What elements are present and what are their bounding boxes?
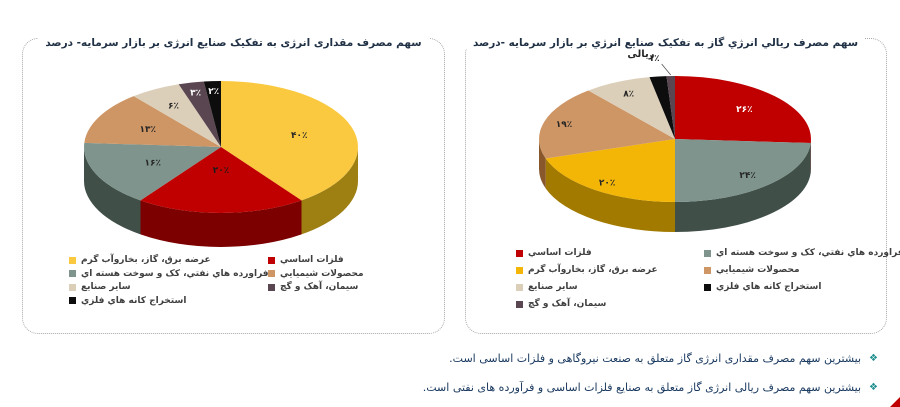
legend-label: فراورده هاي نفتي، کک و سوخت هسته اي [716, 248, 900, 258]
legend-swatch-icon [69, 270, 76, 277]
pie-slice [539, 90, 675, 159]
diamond-bullet-icon: ❖ [869, 352, 878, 364]
legend-label: استخراج کانه هاي فلزي [716, 282, 822, 292]
pie-slice [588, 77, 675, 139]
pie-slice [133, 84, 221, 147]
pie-value-label: ۳٪ [190, 88, 201, 98]
diamond-bullet-icon: ❖ [869, 381, 878, 393]
quantity-chart-legend: فلزات اساسي محصولات شیمیایي سیمان، آهک و گ… [23, 39, 444, 333]
series-label: ریالی [627, 49, 655, 60]
legend-swatch-icon [268, 256, 275, 264]
legend-swatch-icon [516, 283, 523, 291]
legend-swatch-icon [69, 256, 76, 264]
legend-item: فراورده هاي نفتي، کک و سوخت هسته اي [704, 248, 900, 258]
pie-slice [649, 76, 675, 139]
legend-swatch-icon [268, 270, 275, 277]
pie-value-label: ۲٪ [208, 87, 219, 97]
legend-item: سیمان، آهک و گچ [268, 282, 358, 292]
quantity-chart-panel: سهم مصرف مقداری انرژی به تفکیک صنایع انر… [22, 37, 445, 334]
pie-slice [545, 139, 675, 202]
legend-label: محصولات شیمیایي [280, 268, 364, 279]
legend-swatch-icon [516, 300, 523, 308]
footer-note-text: بیشترین سهم مصرف مقداری انرژی گاز متعلق … [449, 352, 862, 365]
legend-item: استخراج کانه هاي فلزي [69, 296, 186, 306]
pie-value-label: ۸٪ [623, 89, 634, 99]
legend-label: فلزات اساسي [280, 255, 344, 265]
legend-label: عرضه برق، گاز، بخاروآب گرم [81, 255, 211, 265]
legend-swatch-icon [516, 249, 523, 257]
pie-slice [666, 75, 675, 139]
legend-swatch-icon [704, 266, 711, 274]
rial-chart-panel: سهم مصرف ريالي انرژي گاز به تفکیک صنایع … [465, 37, 900, 334]
pie-slice [675, 76, 811, 143]
quantity-pie-chart-3d: ۴۰٪ ۲۰٪ ۱۶٪ ۱۳٪ ۶٪ ۳٪ ۲٪ [84, 80, 358, 247]
pie-slice [84, 147, 141, 235]
legend-item: سایر صنایع [69, 282, 131, 292]
legend-item: فراورده هاي نفتي، کک و سوخت هسته اي [69, 269, 269, 279]
legend-item: سیمان، آهک و گچ [516, 299, 606, 309]
pie-value-label: ۱۶٪ [145, 159, 161, 169]
pie-slice [140, 200, 302, 247]
pie-value-label: ۲۴٪ [739, 171, 755, 181]
legend-label: سایر صنایع [81, 282, 131, 292]
legend-item: عرضه برق، گاز، بخاروآب گرم [516, 265, 658, 275]
pie-value-label: ۴۰٪ [291, 131, 307, 141]
pie-value-label: ۶٪ [168, 101, 179, 111]
pie-slice [84, 142, 221, 201]
pie-slice [675, 139, 811, 202]
legend-item: عرضه برق، گاز، بخاروآب گرم [69, 255, 211, 265]
legend-swatch-icon [704, 249, 711, 257]
pie-slice [539, 139, 546, 189]
legend-item: محصولات شیمیایي [268, 269, 364, 279]
pie-slice [84, 96, 221, 147]
callout-leader-line [661, 63, 672, 76]
pie-slice [140, 147, 302, 213]
pie-slice [675, 143, 811, 232]
pie-value-label: ۱٪ [649, 54, 660, 64]
legend-item: استخراج کانه هاي فلزي [704, 282, 821, 292]
footer-note-1: ❖ بیشترین سهم مصرف مقداری انرژی گاز متعل… [449, 352, 878, 365]
legend-swatch-icon [268, 283, 275, 291]
legend-label: فراورده هاي نفتي، کک و سوخت هسته اي [81, 268, 269, 279]
pie-slice [203, 80, 221, 147]
rial-chart-legend: فراورده هاي نفتي، کک و سوخت هسته اي محصول… [466, 39, 900, 333]
legend-item: محصولات شیمیایي [704, 265, 800, 275]
corner-accent-triangle [890, 397, 900, 407]
legend-item: فلزات اساسي [516, 248, 592, 258]
footer-note-text: بیشترین سهم مصرف ریالی انرژی گاز متعلق ب… [422, 381, 862, 394]
legend-swatch-icon [69, 297, 76, 304]
pie-slice [545, 158, 675, 232]
pie-value-label: ۱۹٪ [556, 120, 572, 130]
pie-value-label: ۲۰٪ [599, 178, 615, 188]
legend-label: سیمان، آهک و گچ [280, 282, 359, 292]
legend-label: سیمان، آهک و گچ [528, 299, 607, 309]
legend-swatch-icon [69, 283, 76, 291]
footer-note-2: ❖ بیشترین سهم مصرف ریالی انرژی گاز متعلق… [423, 381, 878, 394]
legend-item: سایر صنایع [516, 282, 578, 292]
pie-slice [301, 147, 358, 235]
legend-item: فلزات اساسي [268, 255, 344, 265]
legend-label: محصولات شیمیایي [716, 265, 800, 275]
pie-slice [178, 81, 221, 147]
legend-label: فلزات اساسي [528, 248, 592, 258]
pie-value-label: ۱۳٪ [140, 125, 156, 135]
pie-value-label: ۲۰٪ [213, 166, 229, 176]
legend-label: سایر صنایع [528, 282, 578, 292]
pie-slice [221, 81, 358, 201]
legend-label: استخراج کانه هاي فلزي [81, 295, 187, 306]
legend-swatch-icon [704, 283, 711, 291]
rial-pie-chart-3d: ۲۶٪ ۲۴٪ ۲۰٪ ۱۹٪ ۸٪ ۱٪ [539, 54, 811, 232]
legend-swatch-icon [516, 266, 523, 274]
legend-label: عرضه برق، گاز، بخاروآب گرم [528, 265, 658, 275]
pie-value-label: ۲۶٪ [736, 105, 752, 115]
